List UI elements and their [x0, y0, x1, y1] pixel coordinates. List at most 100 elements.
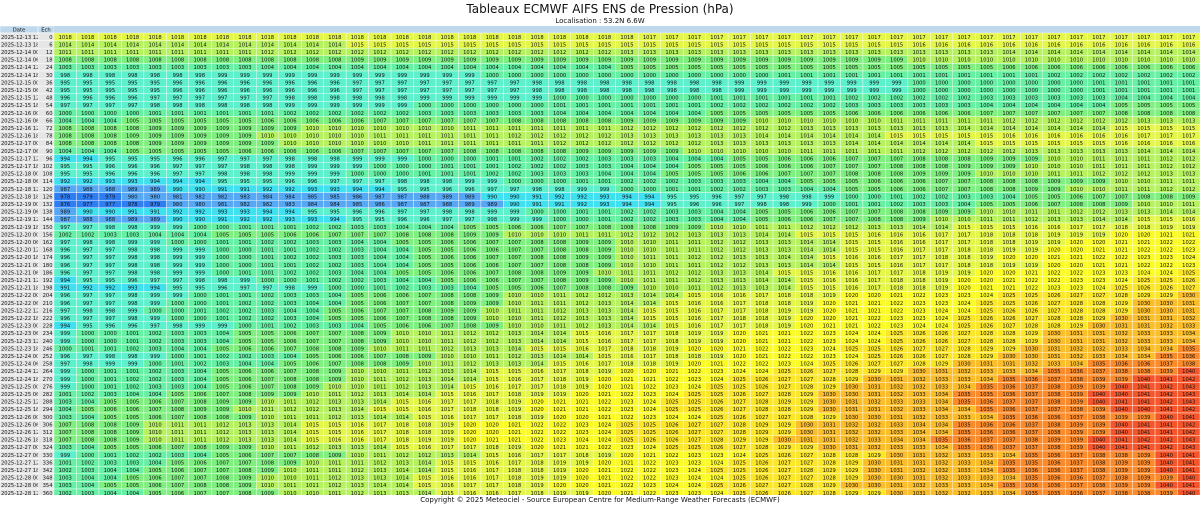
- pressure-value: 1018: [171, 35, 184, 41]
- pressure-value: 1006: [755, 164, 768, 170]
- pressure-value: 998: [128, 316, 138, 322]
- pressure-value: 1001: [216, 111, 229, 117]
- pressure-value: 1033: [935, 377, 948, 383]
- pressure-value: 998: [330, 96, 340, 102]
- pressure-value: 1032: [1092, 346, 1105, 352]
- pressure-value: 1032: [1115, 339, 1128, 345]
- pressure-value: 1016: [845, 286, 858, 292]
- pressure-value: 1004: [396, 278, 410, 284]
- pressure-value: 1023: [1182, 248, 1195, 254]
- pressure-value: 1007: [531, 248, 544, 254]
- pressure-value: 999: [150, 225, 160, 231]
- pressure-value: 1040: [1182, 369, 1195, 375]
- pressure-value: 997: [375, 179, 385, 185]
- pressure-value: 1008: [890, 164, 903, 170]
- pressure-value: 1013: [575, 316, 588, 322]
- pressure-value: 1001: [193, 111, 206, 117]
- pressure-value: 1013: [733, 141, 746, 147]
- pressure-value: 982: [263, 202, 273, 208]
- pressure-value: 1004: [733, 210, 747, 216]
- pressure-value: 1011: [486, 126, 499, 132]
- pressure-value: 1004: [1002, 194, 1016, 200]
- pressure-value: 1012: [396, 377, 409, 383]
- pressure-value: 1008: [486, 149, 499, 155]
- pressure-value: 1021: [868, 301, 881, 307]
- pressure-value: 1013: [733, 50, 746, 56]
- pressure-value: 1013: [575, 308, 588, 314]
- ech-label: 12: [46, 50, 53, 56]
- pressure-value: 989: [150, 187, 160, 193]
- pressure-value: 1000: [193, 301, 206, 307]
- pressure-value: 1026: [800, 369, 813, 375]
- pressure-value: 1000: [104, 331, 117, 337]
- pressure-value: 1023: [800, 346, 813, 352]
- pressure-value: 1003: [104, 232, 117, 238]
- pressure-value: 1012: [665, 232, 678, 238]
- pressure-value: 1012: [755, 126, 768, 132]
- pressure-value: 1016: [1025, 42, 1038, 48]
- pressure-value: 1013: [913, 50, 926, 56]
- pressure-value: 1009: [980, 164, 993, 170]
- pressure-value: 995: [83, 172, 93, 178]
- pressure-value: 1003: [913, 103, 926, 109]
- pressure-value: 998: [105, 308, 115, 314]
- pressure-value: 1028: [1070, 316, 1083, 322]
- pressure-value: 1013: [800, 126, 813, 132]
- pressure-value: 1003: [733, 179, 746, 185]
- pressure-value: 1019: [710, 331, 723, 337]
- pressure-value: 999: [779, 88, 789, 94]
- pressure-value: 1017: [1137, 35, 1150, 41]
- pressure-value: 1006: [935, 111, 948, 117]
- pressure-value: 982: [195, 194, 205, 200]
- pressure-value: 986: [375, 202, 385, 208]
- pressure-value: 1015: [643, 42, 656, 48]
- pressure-value: 1003: [193, 339, 206, 345]
- pressure-value: 1003: [935, 103, 948, 109]
- pressure-value: 1005: [733, 111, 746, 117]
- pressure-value: 1008: [935, 164, 948, 170]
- pressure-value: 1006: [868, 179, 881, 185]
- pressure-value: 1000: [823, 202, 836, 208]
- pressure-value: 1005: [778, 111, 791, 117]
- pressure-value: 1014: [193, 42, 207, 48]
- pressure-value: 1034: [957, 384, 971, 390]
- pressure-value: 1004: [1047, 103, 1061, 109]
- pressure-value: 997: [60, 103, 70, 109]
- pressure-value: 1011: [373, 377, 386, 383]
- pressure-value: 1005: [216, 369, 229, 375]
- pressure-value: 1013: [845, 126, 858, 132]
- pressure-value: 995: [218, 179, 228, 185]
- pressure-value: 1001: [1137, 88, 1150, 94]
- pressure-value: 1014: [1182, 50, 1196, 56]
- pressure-value: 1004: [396, 255, 410, 261]
- pressure-value: 1016: [733, 293, 746, 299]
- pressure-value: 1007: [396, 316, 409, 322]
- pressure-value: 1025: [1002, 301, 1015, 307]
- pressure-value: 1012: [1182, 156, 1195, 162]
- pressure-value: 1002: [508, 164, 521, 170]
- pressure-value: 1008: [575, 263, 588, 269]
- pressure-value: 1001: [643, 103, 656, 109]
- pressure-value: 1019: [823, 293, 836, 299]
- pressure-value: 1028: [1002, 339, 1015, 345]
- pressure-value: 1030: [1137, 301, 1150, 307]
- pressure-value: 1028: [980, 331, 993, 337]
- pressure-value: 1015: [800, 42, 813, 48]
- pressure-value: 1012: [688, 278, 701, 284]
- pressure-value: 1020: [1070, 248, 1083, 254]
- pressure-value: 1004: [351, 270, 365, 276]
- pressure-value: 1007: [261, 384, 274, 390]
- pressure-value: 997: [83, 293, 93, 299]
- pressure-value: 1015: [1002, 141, 1015, 147]
- pressure-value: 1004: [1070, 103, 1084, 109]
- pressure-value: 1002: [575, 156, 588, 162]
- pressure-value: 1011: [845, 149, 858, 155]
- pressure-value: 998: [83, 308, 93, 314]
- pressure-value: 1000: [238, 263, 251, 269]
- pressure-value: 1006: [823, 156, 836, 162]
- pressure-value: 1001: [238, 240, 251, 246]
- pressure-value: 1009: [486, 232, 499, 238]
- pressure-value: 1007: [935, 187, 948, 193]
- pressure-value: 1012: [1137, 172, 1150, 178]
- pressure-value: 1011: [1115, 156, 1128, 162]
